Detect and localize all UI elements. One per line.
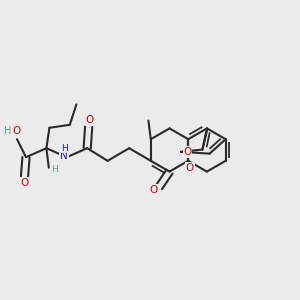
Text: O: O xyxy=(186,163,194,173)
Text: O: O xyxy=(183,147,192,157)
Text: N: N xyxy=(60,151,68,161)
Text: H: H xyxy=(4,126,11,136)
Text: O: O xyxy=(12,126,20,136)
Text: O: O xyxy=(20,178,28,188)
Text: O: O xyxy=(85,115,94,125)
Text: O: O xyxy=(149,184,158,195)
Text: H: H xyxy=(51,165,58,174)
Text: H: H xyxy=(61,144,68,153)
